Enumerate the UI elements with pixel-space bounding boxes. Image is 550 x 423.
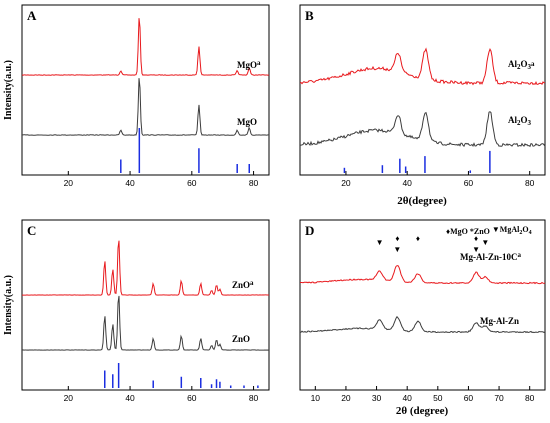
panel-label: D — [305, 223, 314, 238]
x-tick-label: 60 — [187, 178, 197, 188]
phase-marker: ♦ — [416, 234, 420, 243]
series-line — [299, 47, 546, 86]
panel-label: C — [27, 223, 36, 238]
x-tick-label: 70 — [494, 393, 504, 403]
series-line — [21, 295, 270, 351]
series-label: MgO — [237, 117, 257, 127]
series-label: ZnOa — [232, 279, 254, 290]
x-tick-label: 80 — [249, 393, 259, 403]
x-tick-label: 40 — [125, 393, 135, 403]
panel-label: A — [27, 8, 37, 23]
x-tick-label: 20 — [341, 393, 351, 403]
y-axis-title: Intensity(a.u.) — [3, 60, 14, 120]
series-label: MgOa — [237, 59, 261, 70]
x-tick-label: 60 — [187, 393, 197, 403]
series-line — [21, 78, 269, 136]
series-label: Al2O3 — [508, 115, 532, 127]
x-axis-title: 2θ(degree) — [397, 195, 447, 207]
x-axis-title: 2θ (degree) — [396, 405, 449, 417]
x-tick-label: 20 — [64, 178, 74, 188]
x-tick-label: 10 — [311, 393, 321, 403]
plot-frame — [299, 219, 546, 391]
x-tick-label: 30 — [372, 393, 382, 403]
x-tick-label: 60 — [464, 393, 474, 403]
x-tick-label: 20 — [64, 393, 74, 403]
series-label: Mg-Al-Zn-10Ca — [460, 251, 522, 262]
phase-marker: ▼ — [481, 238, 489, 247]
x-tick-label: 60 — [464, 178, 474, 188]
x-tick-label: 80 — [525, 393, 535, 403]
x-tick-label: 80 — [525, 178, 535, 188]
legend: ♦MgO *ZnO ▼MgAl2O4 — [446, 225, 532, 236]
series-line — [299, 111, 546, 148]
plot-frame — [21, 219, 270, 391]
plot-frame — [299, 4, 546, 176]
phase-marker: ▼ — [376, 238, 384, 247]
series-line — [21, 18, 270, 76]
x-tick-label: 80 — [249, 178, 259, 188]
y-axis-title: Intensity(a.u.) — [3, 275, 14, 335]
phase-marker: ▼ — [472, 245, 480, 254]
x-tick-label: 40 — [402, 393, 412, 403]
panel-label: B — [305, 8, 314, 23]
phase-marker: ▼ — [393, 245, 401, 254]
series-line — [300, 265, 546, 285]
x-tick-label: 20 — [341, 178, 351, 188]
series-label: ZnO — [232, 334, 250, 344]
x-tick-label: 50 — [433, 393, 443, 403]
series-line — [21, 240, 269, 296]
series-label: Al2O3a — [508, 59, 535, 71]
phase-marker: ♦ — [474, 234, 478, 243]
series-label: Mg-Al-Zn — [480, 316, 519, 326]
x-tick-label: 40 — [402, 178, 412, 188]
phase-marker: ♦ — [395, 234, 399, 243]
plot-frame — [21, 4, 270, 176]
series-line — [300, 315, 546, 334]
x-tick-label: 40 — [125, 178, 135, 188]
